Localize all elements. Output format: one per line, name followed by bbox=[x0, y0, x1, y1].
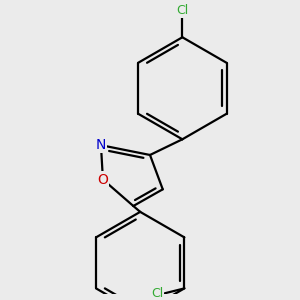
Text: Cl: Cl bbox=[176, 4, 188, 17]
Text: Cl: Cl bbox=[151, 287, 163, 300]
Text: N: N bbox=[96, 138, 106, 152]
Text: O: O bbox=[98, 172, 108, 187]
